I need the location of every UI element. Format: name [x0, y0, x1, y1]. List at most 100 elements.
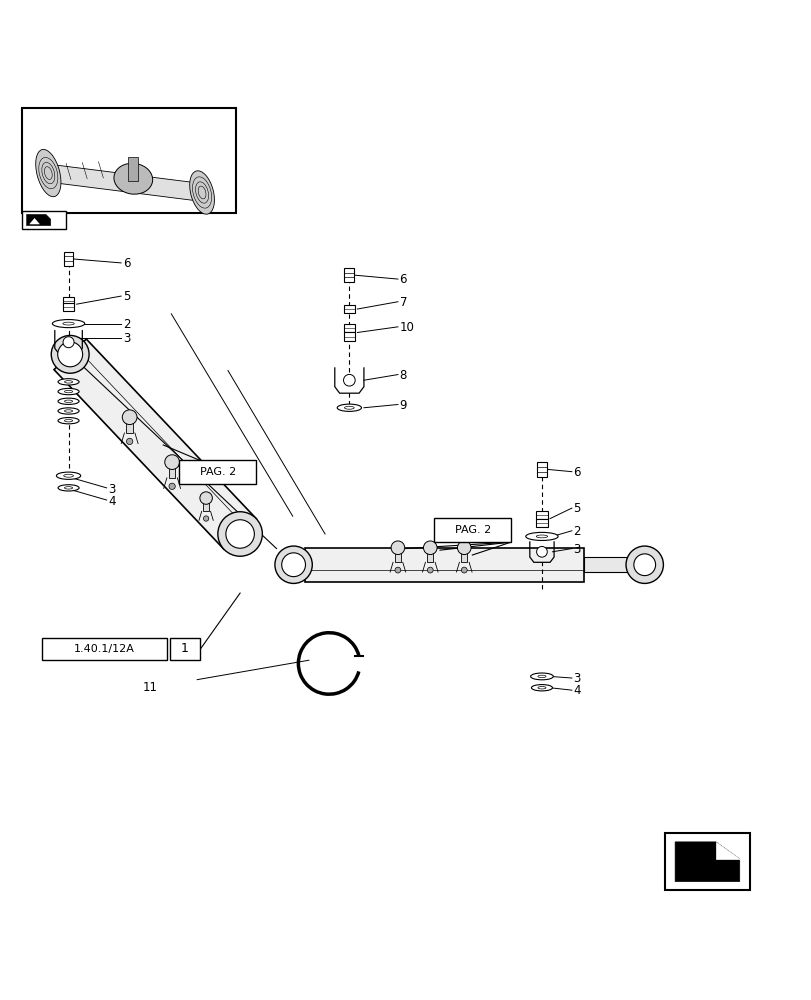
Bar	[427, 553, 432, 562]
Ellipse shape	[58, 418, 79, 424]
Text: 2: 2	[573, 525, 581, 538]
Ellipse shape	[530, 685, 551, 691]
Text: 10: 10	[399, 321, 414, 334]
Bar	[536, 462, 546, 477]
Ellipse shape	[64, 381, 72, 383]
Text: 8: 8	[399, 369, 406, 382]
Bar	[343, 332, 354, 341]
Bar	[535, 519, 547, 527]
Polygon shape	[674, 842, 739, 882]
Ellipse shape	[537, 675, 545, 678]
Ellipse shape	[525, 532, 557, 540]
Text: 4: 4	[108, 495, 115, 508]
Bar	[535, 511, 547, 519]
Text: 3: 3	[573, 543, 580, 556]
Text: 9: 9	[399, 399, 406, 412]
Bar	[169, 638, 200, 660]
Bar	[42, 638, 167, 660]
Circle shape	[457, 541, 470, 555]
Circle shape	[200, 492, 212, 504]
Circle shape	[461, 567, 466, 573]
Text: 6: 6	[399, 273, 406, 286]
Text: 3: 3	[122, 332, 130, 345]
Text: PAG. 2: PAG. 2	[200, 467, 236, 477]
Polygon shape	[715, 842, 739, 859]
Ellipse shape	[114, 163, 152, 194]
Bar	[127, 422, 133, 433]
Circle shape	[536, 546, 547, 557]
Circle shape	[394, 567, 401, 573]
Circle shape	[391, 541, 404, 555]
Ellipse shape	[58, 408, 79, 414]
Bar	[62, 297, 74, 305]
Bar	[434, 518, 511, 542]
Ellipse shape	[275, 546, 312, 583]
Text: 6: 6	[573, 466, 581, 479]
Circle shape	[225, 520, 254, 548]
Bar	[394, 553, 401, 562]
Ellipse shape	[535, 535, 547, 538]
Text: 4: 4	[573, 684, 581, 697]
Ellipse shape	[64, 390, 72, 393]
Text: 1: 1	[181, 642, 189, 655]
Circle shape	[343, 374, 354, 386]
Bar	[305, 548, 583, 582]
Circle shape	[427, 567, 432, 573]
Ellipse shape	[337, 404, 361, 411]
Polygon shape	[30, 218, 40, 224]
Circle shape	[165, 455, 179, 469]
Bar	[63, 252, 73, 266]
Bar	[583, 557, 627, 572]
Text: 6: 6	[122, 257, 130, 270]
Text: 5: 5	[573, 502, 580, 515]
Text: 3: 3	[573, 672, 580, 685]
Ellipse shape	[51, 335, 89, 373]
Ellipse shape	[190, 171, 214, 214]
Bar	[128, 157, 138, 181]
Polygon shape	[54, 339, 256, 549]
Bar	[169, 467, 175, 478]
Circle shape	[127, 438, 133, 445]
Bar	[179, 460, 256, 484]
Ellipse shape	[56, 472, 80, 479]
Bar	[22, 108, 236, 213]
Circle shape	[204, 516, 208, 521]
Text: 2: 2	[122, 318, 130, 331]
Text: 11: 11	[143, 681, 158, 694]
Circle shape	[633, 554, 654, 576]
Circle shape	[169, 483, 175, 489]
Bar	[62, 303, 74, 311]
Bar	[461, 553, 466, 562]
Ellipse shape	[58, 485, 79, 491]
Bar	[22, 211, 66, 229]
Circle shape	[122, 410, 137, 425]
Ellipse shape	[625, 546, 663, 583]
Ellipse shape	[58, 388, 79, 395]
Polygon shape	[47, 164, 203, 201]
Text: PAG. 2: PAG. 2	[454, 525, 491, 535]
Ellipse shape	[64, 487, 72, 489]
Ellipse shape	[36, 149, 61, 197]
Ellipse shape	[62, 322, 74, 325]
Ellipse shape	[52, 320, 84, 328]
Bar	[343, 324, 354, 332]
Ellipse shape	[64, 419, 72, 422]
Ellipse shape	[58, 398, 79, 404]
Ellipse shape	[63, 474, 73, 477]
Text: 3: 3	[108, 483, 115, 496]
Circle shape	[63, 337, 74, 348]
Polygon shape	[27, 214, 51, 226]
Ellipse shape	[530, 673, 552, 680]
Circle shape	[423, 541, 436, 555]
Text: 5: 5	[122, 290, 130, 303]
Bar	[664, 833, 749, 890]
Bar	[343, 305, 354, 313]
Ellipse shape	[344, 406, 354, 409]
Ellipse shape	[217, 512, 262, 556]
Bar	[344, 268, 354, 282]
Text: 7: 7	[399, 296, 406, 309]
Circle shape	[281, 553, 305, 577]
Ellipse shape	[58, 379, 79, 385]
Ellipse shape	[537, 687, 545, 689]
Ellipse shape	[64, 400, 72, 402]
